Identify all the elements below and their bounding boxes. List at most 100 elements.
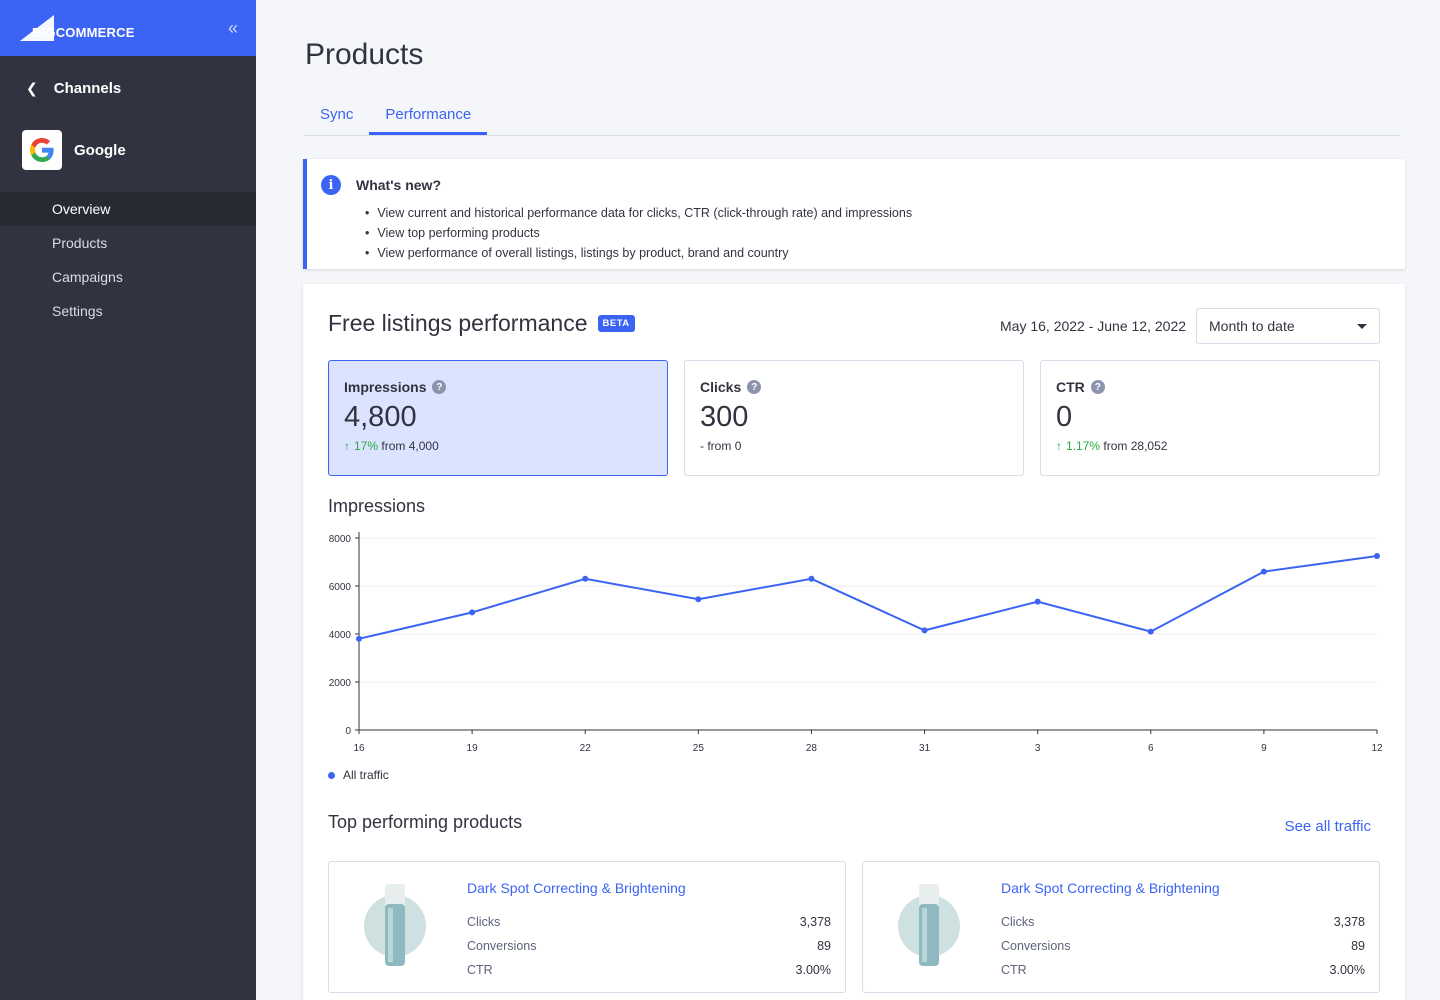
collapse-sidebar-icon[interactable]: « <box>227 17 238 38</box>
see-all-traffic-link[interactable]: See all traffic <box>1284 818 1371 835</box>
card-title-row: Free listings performance BETA <box>328 310 635 337</box>
data-point <box>1374 553 1380 559</box>
product-bottle-image <box>898 884 960 966</box>
stat-impressions[interactable]: Impressions ? 4,800 ↑ 17% from 4,000 <box>328 360 668 476</box>
sidebar-item-products[interactable]: Products <box>52 235 108 251</box>
tab-performance[interactable]: Performance <box>369 100 488 135</box>
stat-label: Impressions <box>344 379 427 395</box>
beta-badge: BETA <box>597 315 635 332</box>
chart-legend: All traffic <box>328 768 389 782</box>
sidebar-item-campaigns[interactable]: Campaigns <box>52 269 123 285</box>
data-point <box>921 627 928 634</box>
metric-row: Clicks 3,378 <box>467 910 831 934</box>
product-name-link[interactable]: Dark Spot Correcting & Brightening <box>1001 880 1220 896</box>
legend-label: All traffic <box>343 768 389 782</box>
whats-new-banner: i What's new? View current and historica… <box>303 159 1405 269</box>
metric-label: Conversions <box>1001 939 1071 953</box>
stat-label-row: Clicks ? <box>700 379 1008 395</box>
metric-value: 3,378 <box>1333 915 1365 929</box>
delta-from-label: from <box>707 439 732 453</box>
metric-value: 3.00% <box>1329 963 1365 977</box>
stat-delta: ↑ 17% from 4,000 <box>344 439 652 453</box>
banner-list: View current and historical performance … <box>365 203 1391 263</box>
delta-from-value: 28,052 <box>1130 439 1168 453</box>
data-point <box>356 635 362 642</box>
stat-value: 300 <box>700 401 749 433</box>
stat-ctr[interactable]: CTR ? 0 ↑ 1.17% from 28,052 <box>1040 360 1380 476</box>
stat-label-row: Impressions ? <box>344 379 652 395</box>
data-point <box>808 575 815 582</box>
series-line <box>358 555 1378 640</box>
logo-mark-icon <box>20 15 54 41</box>
metric-value: 3,378 <box>799 915 831 929</box>
arrow-up-icon: ↑ <box>344 439 350 453</box>
tab-bar: Sync Performance <box>304 100 1400 136</box>
page-title: Products <box>305 38 424 71</box>
banner-title: What's new? <box>356 177 441 193</box>
delta-percent: - <box>700 439 704 453</box>
product-card: Dark Spot Correcting & Brightening Click… <box>328 861 846 993</box>
google-logo-icon <box>22 130 62 170</box>
bigcommerce-logo[interactable]: BIGCOMMERCE <box>20 15 135 41</box>
data-point <box>1034 598 1041 605</box>
delta-percent: 1.17% <box>1066 439 1101 453</box>
sidebar-item-overview[interactable]: Overview <box>0 192 256 226</box>
stat-value: 4,800 <box>344 401 417 433</box>
data-point <box>582 575 589 582</box>
tab-sync[interactable]: Sync <box>320 106 354 123</box>
period-select-value: Month to date <box>1209 318 1295 334</box>
metric-label: Clicks <box>1001 915 1035 929</box>
card-title: Free listings performance <box>328 310 588 336</box>
product-name-link[interactable]: Dark Spot Correcting & Brightening <box>467 880 686 896</box>
product-card: Dark Spot Correcting & Brightening Click… <box>862 861 1380 993</box>
list-item: View performance of overall listings, li… <box>365 243 1391 263</box>
delta-from-value: 0 <box>734 439 742 453</box>
product-metrics: Clicks 3,378 Conversions 89 CTR 3.00% <box>1001 910 1365 982</box>
help-icon[interactable]: ? <box>747 380 762 394</box>
y-tick-label: 0 <box>345 726 351 737</box>
help-icon[interactable]: ? <box>432 380 447 394</box>
period-select[interactable]: Month to date <box>1196 308 1380 344</box>
metric-row: CTR 3.00% <box>467 958 831 982</box>
metric-label: Conversions <box>467 939 537 953</box>
delta-from-label: from <box>1103 439 1128 453</box>
list-item: View top performing products <box>365 223 1391 243</box>
y-tick-label: 8000 <box>329 534 352 545</box>
legend-dot <box>328 771 335 779</box>
stat-clicks[interactable]: Clicks ? 300 - from 0 <box>684 360 1024 476</box>
product-bottle-image <box>364 884 426 966</box>
stat-label: CTR <box>1056 379 1085 395</box>
back-to-channels[interactable]: ❮ Channels <box>0 56 256 120</box>
metric-label: CTR <box>467 963 493 977</box>
brand-bar: BIGCOMMERCE « <box>0 0 256 56</box>
logo-text: BIGCOMMERCE <box>32 24 135 40</box>
stat-label: Clicks <box>700 379 742 395</box>
x-tick-label: 12 <box>1371 743 1383 754</box>
x-tick-label: 9 <box>1261 743 1267 754</box>
back-label: Channels <box>53 79 122 97</box>
list-item: View current and historical performance … <box>365 203 1391 223</box>
y-tick-label: 6000 <box>329 582 352 593</box>
metric-value: 89 <box>817 939 831 953</box>
delta-from-label: from <box>381 439 406 453</box>
caret-down-icon <box>1357 323 1367 329</box>
sidebar-item-settings[interactable]: Settings <box>52 303 103 319</box>
help-icon[interactable]: ? <box>1090 380 1105 394</box>
x-tick-label: 19 <box>467 743 479 754</box>
sidebar-nav: Overview Products Campaigns Settings <box>0 192 256 328</box>
data-point <box>1260 568 1267 575</box>
metric-row: Conversions 89 <box>467 934 831 958</box>
free-listings-card: Free listings performance BETA May 16, 2… <box>303 284 1405 1000</box>
metric-value: 3.00% <box>795 963 831 977</box>
stat-label-row: CTR ? <box>1056 379 1364 395</box>
y-tick-label: 4000 <box>329 630 352 641</box>
sidebar: BIGCOMMERCE « ❮ Channels Google Overview… <box>0 0 256 1000</box>
chart-title: Impressions <box>328 496 426 516</box>
metric-row: CTR 3.00% <box>1001 958 1365 982</box>
x-tick-label: 28 <box>806 743 818 754</box>
metric-label: Clicks <box>467 915 501 929</box>
delta-from-value: 4,000 <box>408 439 439 453</box>
stat-value: 0 <box>1056 401 1073 433</box>
impressions-line-chart: 0 2000 4000 6000 8000 16 19 22 25 28 31 3 6 9 12 <box>329 532 1383 754</box>
banner-title-row: i What's new? <box>321 175 1391 195</box>
